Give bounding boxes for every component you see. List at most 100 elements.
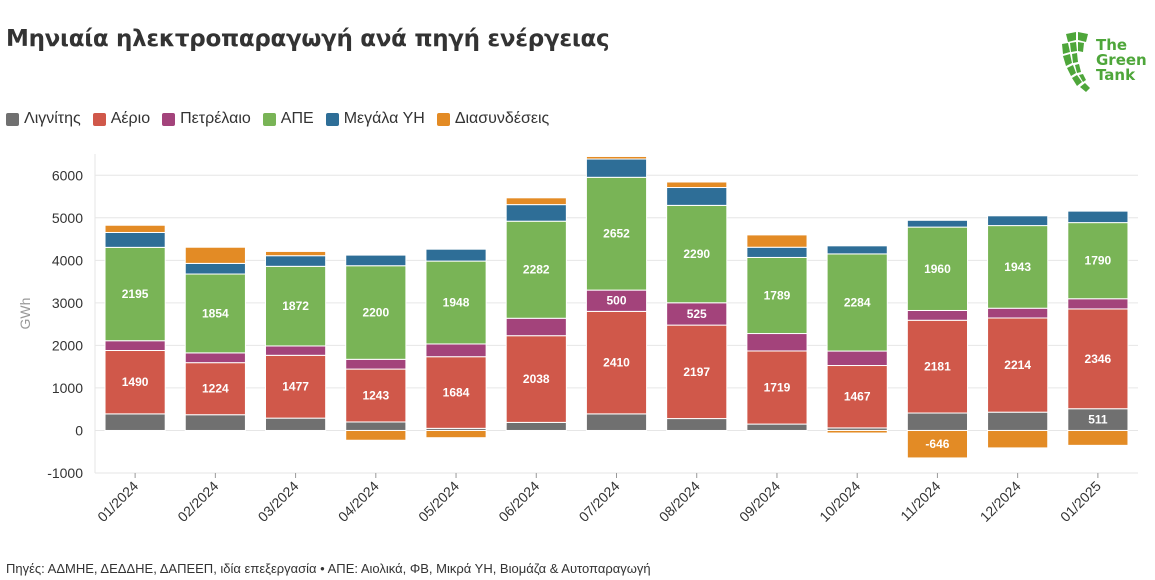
bar-segment — [826, 245, 888, 255]
legend-swatch — [92, 112, 106, 126]
bar-segment — [1067, 298, 1129, 310]
bar-segment — [425, 343, 487, 358]
bar-segment — [264, 417, 327, 431]
bar-segment — [345, 429, 407, 441]
data-label: 2200 — [362, 306, 389, 320]
x-tick-label: 07/2024 — [576, 478, 623, 525]
chart-legend: Λιγνίτης Αέριο Πετρέλαιο ΑΠΕ Μεγάλα ΥΗ Διασυν… — [6, 110, 561, 128]
bar-segment — [425, 356, 487, 429]
bar-segment — [746, 256, 808, 335]
bar-segment — [906, 226, 969, 311]
bar-segment — [345, 358, 407, 370]
y-tick-label: 4000 — [52, 252, 83, 268]
legend-label: Μεγάλα ΥΗ — [343, 110, 425, 127]
bar-segment — [585, 155, 648, 160]
bar-segment — [906, 219, 969, 228]
bar-segment — [505, 204, 567, 222]
data-label: 2038 — [523, 372, 550, 386]
data-label: 2181 — [924, 360, 951, 374]
data-label: 1960 — [924, 262, 951, 276]
bar-segment — [425, 429, 487, 439]
bar-segment — [826, 253, 888, 352]
legend-item: Διασυνδέσεις — [436, 110, 549, 128]
bar-segment — [1067, 429, 1129, 446]
legend-label: Αέριο — [110, 110, 151, 127]
bar-segment — [906, 412, 969, 431]
legend-swatch — [325, 112, 339, 126]
x-tick-label: 01/2024 — [94, 478, 141, 525]
y-tick-label: 1000 — [52, 380, 83, 396]
data-label: 511 — [1088, 413, 1108, 427]
bar-segment — [826, 365, 888, 429]
bar-segment — [104, 231, 166, 248]
bar-segment — [987, 215, 1049, 227]
x-tick-label: 01/2025 — [1057, 478, 1104, 525]
legend-label: ΑΠΕ — [280, 110, 314, 127]
bar-segment — [906, 309, 969, 321]
stacked-bar-chart: -1000 0 1000 2000 3000 4000 5000 6000 GWh 1490 219… — [17, 154, 1138, 525]
x-tick-label: 06/2024 — [495, 478, 542, 525]
bar-segment — [585, 413, 648, 431]
bar-segment — [746, 423, 808, 431]
logo-wordmark: The Green Tank — [1096, 38, 1147, 83]
bar-segment — [746, 333, 808, 352]
bar-segment — [666, 187, 728, 206]
data-label: 2284 — [844, 295, 871, 309]
bar-segment — [1067, 308, 1129, 410]
data-label: 2290 — [683, 247, 710, 261]
data-label: 2346 — [1085, 352, 1112, 366]
x-tick-label: 05/2024 — [415, 478, 462, 525]
y-tick-label: 0 — [75, 422, 83, 438]
bar-segment — [264, 265, 327, 347]
bar-segment — [345, 265, 407, 360]
data-label: 2410 — [603, 356, 630, 370]
x-tick-label: 11/2024 — [897, 478, 944, 525]
bar-segment — [746, 234, 808, 248]
logo-mark-icon — [1062, 32, 1090, 92]
data-label: 2214 — [1004, 358, 1031, 372]
bar-segment — [987, 317, 1049, 413]
bar-segment — [505, 317, 567, 337]
data-label: 2282 — [523, 263, 550, 277]
data-label: 1490 — [122, 375, 149, 389]
data-label: 1477 — [282, 380, 309, 394]
bar-segment — [987, 411, 1049, 431]
bar-segment — [666, 204, 728, 304]
legend-label: Πετρέλαιο — [180, 110, 251, 127]
logo-line-tank: Tank — [1096, 66, 1136, 84]
y-tick-label: 6000 — [52, 167, 83, 183]
legend-item: Πετρέλαιο — [162, 110, 251, 128]
bar-segment — [585, 158, 648, 178]
bar-segment — [104, 246, 166, 342]
y-tick-label: -1000 — [47, 465, 83, 481]
bar-segment — [826, 429, 888, 434]
bar-segment — [425, 260, 487, 345]
data-label: -646 — [925, 437, 949, 451]
bar-segment — [826, 350, 888, 367]
data-label: 1224 — [202, 382, 229, 396]
legend-item: Αέριο — [92, 110, 151, 128]
bar-segment — [746, 350, 808, 425]
bar-segment — [184, 273, 246, 354]
data-label: 1684 — [443, 386, 470, 400]
data-label: 1243 — [362, 389, 389, 403]
y-tick-label: 2000 — [52, 337, 83, 353]
legend-swatch — [162, 112, 176, 126]
y-tick-label: 5000 — [52, 210, 83, 226]
bar-segment — [906, 319, 969, 414]
bar-segment — [264, 255, 327, 267]
data-label: 1789 — [764, 288, 791, 302]
chart-title: Μηνιαία ηλεκτροπαραγωγή ανά πηγή ενέργει… — [6, 26, 610, 52]
bar-segment — [666, 181, 728, 189]
bar-segment — [505, 197, 567, 206]
bar-segment — [505, 335, 567, 423]
data-label: 1854 — [202, 306, 229, 320]
data-label: 2197 — [683, 365, 710, 379]
bar-segment — [585, 310, 648, 415]
bar-segment — [1067, 222, 1129, 300]
bar-segment — [104, 350, 166, 415]
bar-segment — [746, 246, 808, 258]
bar-segment — [987, 225, 1049, 309]
bar-segment — [345, 254, 407, 267]
bar-segment — [184, 414, 246, 431]
